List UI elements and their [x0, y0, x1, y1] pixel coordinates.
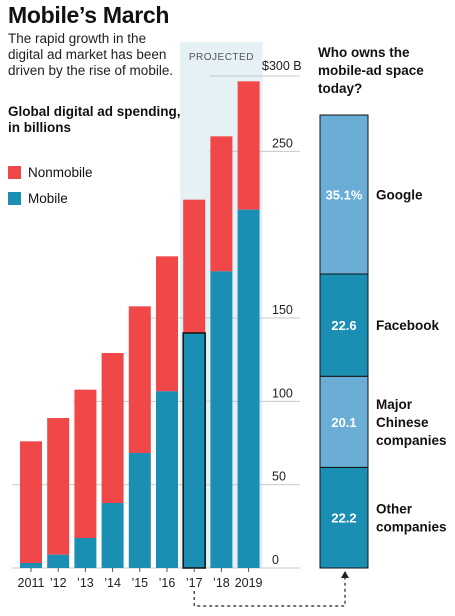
legend-swatch-mobile [8, 192, 21, 205]
share-segment-0 [319, 114, 369, 275]
share-category-label: Other companies [376, 502, 447, 535]
bar-mobile-4 [128, 453, 151, 568]
bar-mobile-0 [20, 563, 42, 568]
bar-nonmobile-4 [128, 306, 151, 453]
bar-nonmobile-1 [47, 418, 70, 555]
x-tick-label: ’17 [186, 576, 203, 590]
legend-item-nonmobile: Nonmobile [8, 165, 93, 180]
share-chart-title: Who owns the mobile-ad space today? [318, 45, 424, 96]
share-value-label: 22.6 [331, 318, 356, 333]
y-tick-label: 0 [272, 553, 279, 567]
bar-nonmobile-6 [183, 199, 206, 333]
y-tick-label: 100 [272, 386, 293, 400]
x-tick-label: ’18 [213, 576, 230, 590]
legend-label-nonmobile: Nonmobile [28, 165, 93, 180]
connector-arrow [341, 571, 349, 578]
share-segment-3 [319, 466, 369, 569]
x-tick-label: ’16 [159, 576, 176, 590]
bar-mobile-8 [237, 209, 260, 568]
y-tick-label: 150 [272, 303, 293, 317]
bar-nonmobile-8 [237, 81, 260, 210]
x-tick-label: 2019 [235, 576, 263, 590]
bar-nonmobile-2 [74, 389, 97, 538]
bar-mobile-2 [74, 538, 97, 568]
share-segment-2 [319, 375, 369, 468]
share-value-label: 35.1% [326, 188, 363, 203]
bar-mobile-7 [210, 271, 233, 568]
bar-mobile-1 [47, 554, 70, 568]
legend-item-mobile: Mobile [8, 191, 68, 206]
chart-subtitle: The rapid growth in the digital ad marke… [8, 31, 174, 78]
legend-label-mobile: Mobile [28, 191, 68, 206]
bar-nonmobile-0 [20, 441, 42, 563]
x-tick-label: 2011 [18, 576, 45, 590]
unit-label: Global digital ad spending, in billions [8, 104, 181, 135]
bar-nonmobile-5 [156, 256, 178, 392]
chart-title: Mobile’s March [8, 2, 170, 28]
projected-label: PROJECTED [189, 52, 254, 63]
bar-nonmobile-7 [210, 136, 233, 272]
bar-nonmobile-3 [101, 353, 124, 503]
x-tick-label: ’13 [77, 576, 94, 590]
share-category-label: Google [376, 188, 423, 203]
y-tick-label: 50 [272, 470, 286, 484]
bar-mobile-6 [182, 332, 206, 569]
x-tick-label: ’12 [50, 576, 67, 590]
connector-line [193, 572, 346, 607]
legend-swatch-nonmobile [8, 166, 21, 179]
bar-mobile-3 [101, 503, 124, 568]
x-tick-label: ’15 [131, 576, 148, 590]
share-value-label: 20.1 [331, 415, 356, 430]
y-tick-label: 250 [272, 136, 293, 150]
y-tick-label-top: $300 B [262, 59, 302, 73]
share-category-label: Major Chinese companies [376, 397, 447, 448]
x-tick-label: ’14 [104, 576, 121, 590]
bar-mobile-5 [156, 391, 178, 568]
share-value-label: 22.2 [331, 511, 356, 526]
share-category-label: Facebook [376, 318, 440, 333]
